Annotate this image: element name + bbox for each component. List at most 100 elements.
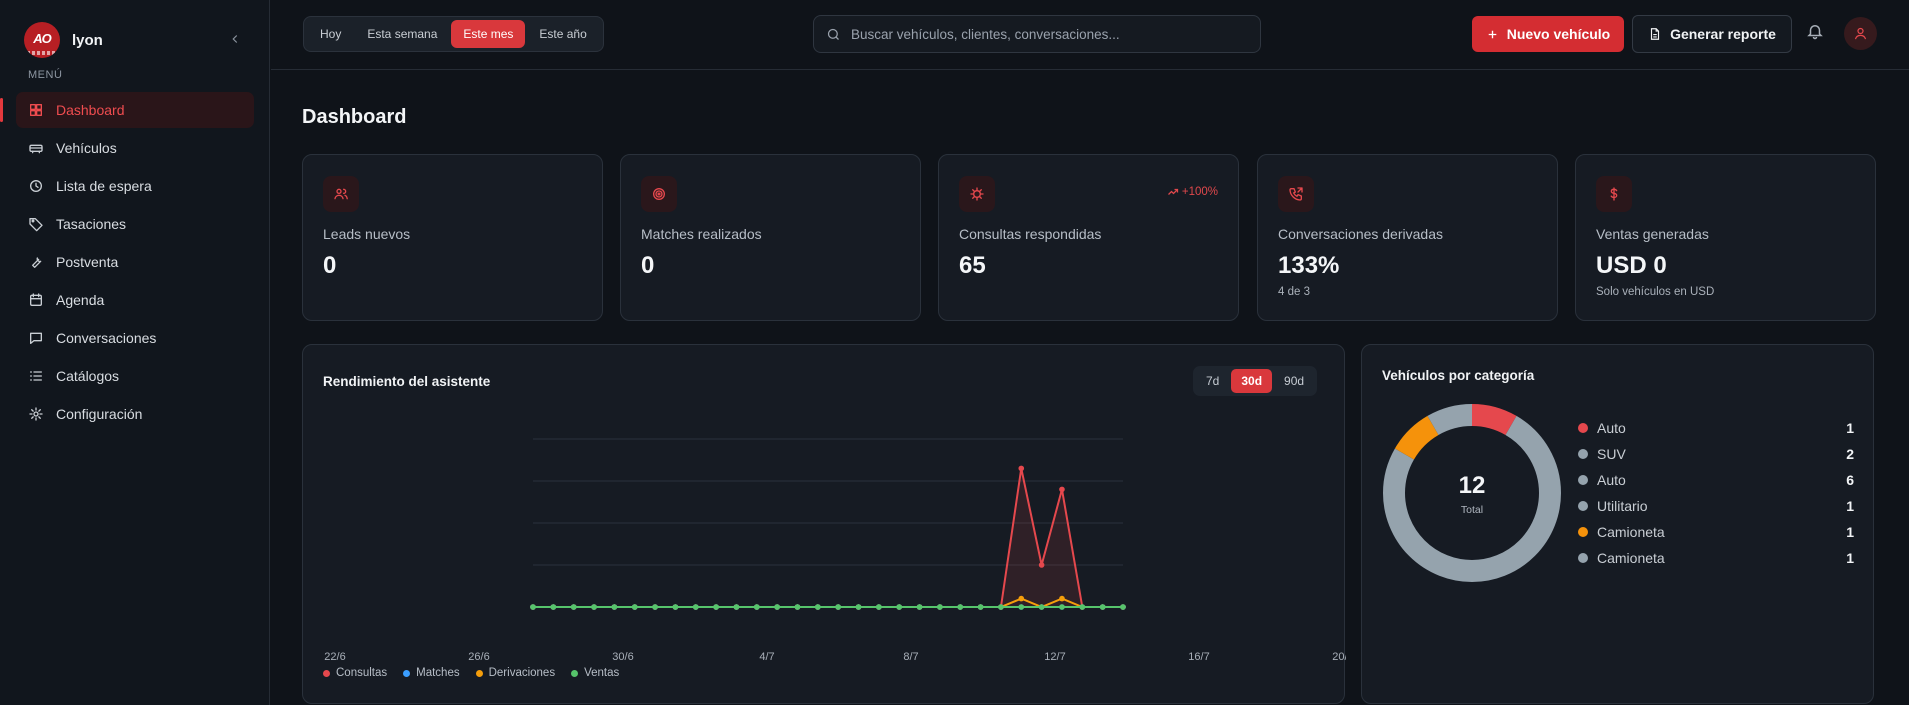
chevron-left-icon: [232, 35, 238, 43]
category-label: Auto: [1597, 420, 1626, 436]
x-tick-label: 22/6: [324, 651, 345, 663]
sidebar-item-catalogos[interactable]: Catálogos: [16, 358, 254, 394]
date-range-selector: Hoy Esta semana Este mes Este año: [303, 16, 604, 52]
data-point-ventas: [753, 604, 760, 610]
data-point-consultas: [1018, 465, 1025, 472]
category-panel: Vehículos por categoría 12 Total Auto 1 SU…: [1361, 344, 1874, 704]
generate-report-button[interactable]: Generar reporte: [1632, 15, 1792, 53]
category-item-auto: Auto 6: [1578, 467, 1854, 493]
settings-icon: [29, 407, 43, 421]
data-point-ventas: [855, 604, 862, 610]
plus-icon: [1488, 30, 1497, 38]
stat-trend: +100%: [1167, 186, 1218, 198]
category-label: Auto: [1597, 472, 1626, 488]
category-item-camioneta: Camioneta 1: [1578, 519, 1854, 545]
x-tick-label: 8/7: [903, 651, 918, 663]
data-point-ventas: [1120, 604, 1126, 610]
data-point-ventas: [631, 604, 638, 610]
file-text-icon: [1650, 28, 1660, 40]
sidebar-item-agenda[interactable]: Agenda: [16, 282, 254, 318]
sidebar-item-label: Vehículos: [56, 140, 117, 156]
data-point-ventas: [1038, 604, 1045, 610]
performance-panel: Rendimiento del asistente 7d 30d 90d 22/6 2…: [302, 344, 1346, 704]
category-count: 1: [1846, 524, 1854, 540]
range-tab-hoy[interactable]: Hoy: [320, 27, 342, 41]
phone-forward-icon: [1289, 187, 1303, 201]
sidebar-item-configuracion[interactable]: Configuración: [16, 396, 254, 432]
donut-total: 12 Total: [1382, 472, 1562, 516]
sidebar-item-label: Conversaciones: [56, 330, 157, 346]
wrench-icon: [31, 257, 42, 268]
sidebar: AO lyon MENÚ Dashboard Vehículos Lista de …: [0, 0, 270, 705]
performance-chart: 22/6 26/6 30/6 4/7 8/7 12/7 16/7 20/7: [324, 438, 1346, 663]
search-box[interactable]: [813, 15, 1261, 53]
data-point-ventas: [835, 604, 841, 610]
users-icon: [334, 188, 348, 200]
calendar-icon: [30, 293, 42, 306]
user-avatar[interactable]: [1844, 17, 1877, 50]
x-tick-label: 20/7: [1332, 651, 1346, 663]
category-item-camioneta: Camioneta 1: [1578, 545, 1854, 571]
period-tab-30d[interactable]: 30d: [1231, 369, 1273, 393]
legend-swatch: [403, 669, 411, 677]
range-tab-este-mes[interactable]: Este mes: [451, 20, 526, 48]
data-point-ventas: [1099, 604, 1106, 610]
data-point-ventas: [977, 604, 984, 610]
search-icon: [827, 28, 839, 40]
settings-icon: [28, 406, 44, 422]
data-point-ventas: [570, 604, 577, 610]
category-swatch: [1578, 423, 1588, 433]
period-tab-7d[interactable]: 7d: [1206, 374, 1220, 388]
stat-subtext: Solo vehículos en USD: [1596, 286, 1715, 298]
brand[interactable]: AO lyon: [24, 22, 103, 58]
target-icon: [653, 188, 665, 200]
message-icon: [30, 332, 42, 344]
brand-name: lyon: [72, 31, 103, 49]
data-point-ventas: [1059, 604, 1065, 610]
users-icon: [323, 176, 359, 212]
sidebar-item-postventa[interactable]: Postventa: [16, 244, 254, 280]
calendar-icon: [28, 292, 44, 308]
data-point-ventas: [896, 604, 903, 610]
data-point-ventas: [692, 604, 699, 610]
data-point-ventas: [591, 604, 597, 610]
data-point-ventas: [957, 604, 964, 610]
sidebar-item-label: Postventa: [56, 254, 119, 270]
stat-value: 133%: [1278, 252, 1340, 279]
data-point-ventas: [916, 604, 923, 610]
data-point-ventas: [815, 604, 821, 610]
data-point-ventas: [1079, 604, 1086, 610]
range-tab-esta-semana[interactable]: Esta semana: [367, 27, 438, 41]
menu-label: MENÚ: [28, 69, 63, 81]
dollar-icon: [1596, 176, 1632, 212]
sidebar-item-vehiculos[interactable]: Vehículos: [16, 130, 254, 166]
clock-icon: [30, 180, 42, 192]
donut-total-value: 12: [1458, 472, 1486, 499]
legend-item-matches: Matches: [403, 667, 460, 679]
sidebar-item-conversaciones[interactable]: Conversaciones: [16, 320, 254, 356]
donut-slice-camioneta: [1394, 415, 1439, 460]
stat-card-matches-realizados: Matches realizados 0: [620, 154, 921, 321]
stat-value: 0: [641, 252, 655, 279]
data-point-consultas: [1038, 562, 1045, 568]
sidebar-item-dashboard[interactable]: Dashboard: [0, 92, 254, 128]
data-point-ventas: [713, 604, 719, 610]
sidebar-item-tasaciones[interactable]: Tasaciones: [16, 206, 254, 242]
stat-label: Matches realizados: [641, 226, 762, 242]
category-label: Camioneta: [1597, 550, 1665, 566]
sidebar-item-label: Tasaciones: [56, 216, 127, 232]
user-icon: [1854, 27, 1867, 40]
new-vehicle-button[interactable]: Nuevo vehículo: [1472, 16, 1624, 52]
category-swatch: [1578, 553, 1588, 563]
collapse-sidebar-button[interactable]: [228, 32, 242, 49]
tag-icon: [29, 218, 43, 232]
range-tab-este-ano[interactable]: Este año: [539, 27, 587, 41]
category-donut: [1383, 404, 1561, 582]
data-point-ventas: [530, 604, 536, 610]
period-tab-90d[interactable]: 90d: [1284, 374, 1305, 388]
search-input[interactable]: [851, 26, 1231, 42]
stat-card-ventas-generadas: Ventas generadas USD 0 Solo vehículos en U…: [1575, 154, 1876, 321]
sidebar-item-lista-de-espera[interactable]: Lista de espera: [16, 168, 254, 204]
notifications-button[interactable]: [1806, 22, 1824, 45]
sidebar-item-label: Catálogos: [56, 368, 120, 384]
